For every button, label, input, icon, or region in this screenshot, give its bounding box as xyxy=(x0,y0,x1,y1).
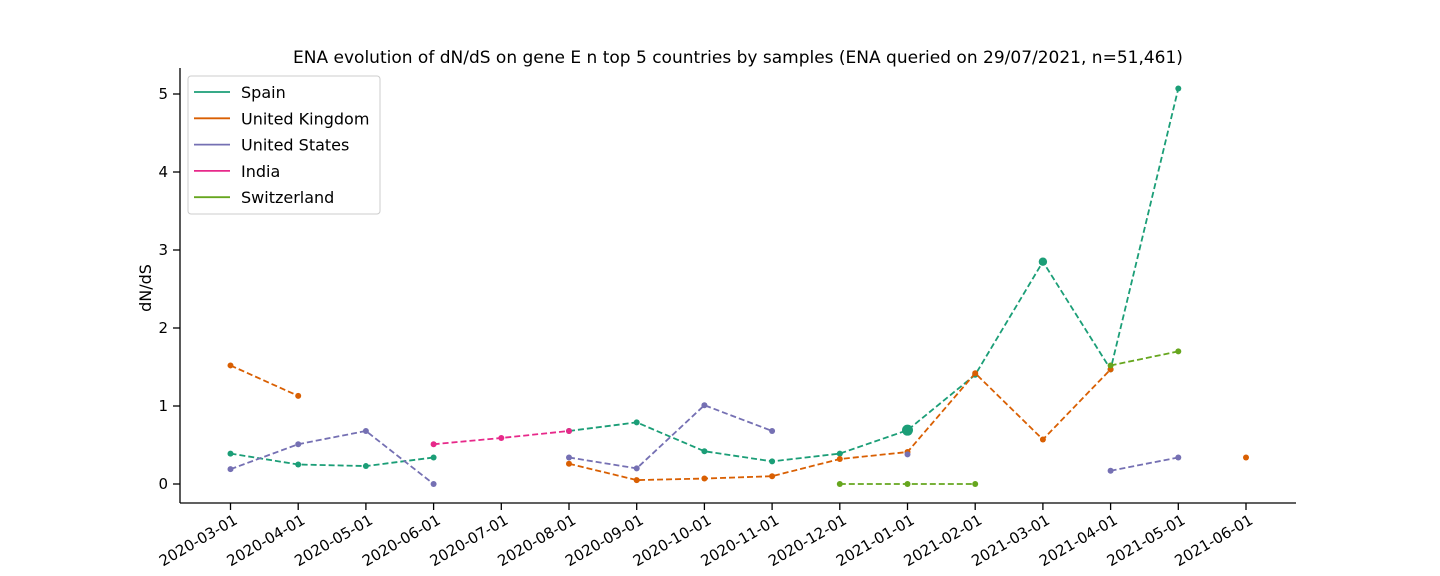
data-point xyxy=(1175,348,1182,355)
y-tick-label: 5 xyxy=(158,85,168,103)
data-point xyxy=(227,466,234,473)
series-line xyxy=(230,364,299,397)
series-united-kingdom xyxy=(227,362,1249,484)
data-point xyxy=(836,481,843,487)
data-point xyxy=(633,465,640,472)
data-point xyxy=(1039,436,1046,443)
data-point xyxy=(566,460,572,467)
data-point xyxy=(295,392,302,399)
data-point xyxy=(701,402,708,409)
legend: Spain United Kingdom United States India Swi… xyxy=(187,75,381,215)
legend-entry: Spain xyxy=(241,83,286,102)
data-point xyxy=(1175,454,1182,461)
y-axis-label: dN/dS xyxy=(136,264,155,312)
data-point xyxy=(1175,85,1182,92)
data-point xyxy=(227,362,234,369)
data-point xyxy=(1038,257,1048,266)
data-point xyxy=(430,454,437,461)
data-point xyxy=(430,481,437,487)
legend-entry: India xyxy=(241,162,280,181)
series-india xyxy=(430,427,572,448)
data-point xyxy=(972,370,979,377)
data-point xyxy=(227,450,234,457)
legend-entry: United States xyxy=(241,136,349,155)
data-point xyxy=(836,450,843,457)
data-point xyxy=(701,448,708,455)
legend-entry: Switzerland xyxy=(241,188,334,207)
series-line xyxy=(568,404,773,470)
data-point xyxy=(769,458,776,465)
series-spain xyxy=(227,85,1182,470)
y-tick-label: 0 xyxy=(158,475,168,493)
data-point xyxy=(430,441,437,448)
data-point xyxy=(1107,467,1114,474)
chart-title: ENA evolution of dN/dS on gene E n top 5… xyxy=(293,48,1183,68)
data-point xyxy=(701,475,708,482)
data-point xyxy=(1107,362,1114,369)
data-point xyxy=(498,434,505,441)
data-point xyxy=(633,477,640,484)
data-point xyxy=(769,473,776,480)
data-point xyxy=(566,454,572,461)
series-line xyxy=(568,368,1112,482)
series-line xyxy=(1110,350,1179,367)
data-point xyxy=(295,461,302,468)
y-tick-label: 3 xyxy=(158,241,168,259)
legend-box xyxy=(187,75,381,215)
data-point xyxy=(1243,454,1249,461)
series-united-states xyxy=(227,402,1182,487)
series-line xyxy=(1110,456,1179,472)
data-point xyxy=(972,481,979,487)
data-point xyxy=(566,427,572,434)
series-line xyxy=(230,429,435,485)
data-point xyxy=(362,463,369,470)
data-point xyxy=(633,419,640,426)
data-point xyxy=(769,427,776,434)
y-tick-label: 4 xyxy=(158,163,168,181)
series-line xyxy=(568,88,1180,463)
plot-area xyxy=(227,85,1249,487)
y-tick-label: 1 xyxy=(158,397,168,415)
data-point xyxy=(295,441,302,448)
data-point xyxy=(904,451,911,458)
data-point xyxy=(902,424,913,436)
legend-entry: United Kingdom xyxy=(241,109,369,128)
series-switzerland xyxy=(836,348,1182,487)
y-tick-label: 2 xyxy=(158,319,168,337)
data-point xyxy=(362,427,369,434)
series-line xyxy=(230,452,434,467)
data-point xyxy=(904,481,911,487)
data-point xyxy=(836,456,843,463)
